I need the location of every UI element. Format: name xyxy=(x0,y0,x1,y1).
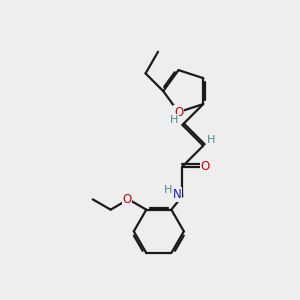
Text: O: O xyxy=(200,160,210,173)
Text: O: O xyxy=(174,106,183,118)
Text: H: H xyxy=(164,184,172,194)
Text: H: H xyxy=(207,135,216,146)
Text: O: O xyxy=(122,193,132,206)
Text: H: H xyxy=(170,115,178,124)
Text: N: N xyxy=(173,188,182,201)
